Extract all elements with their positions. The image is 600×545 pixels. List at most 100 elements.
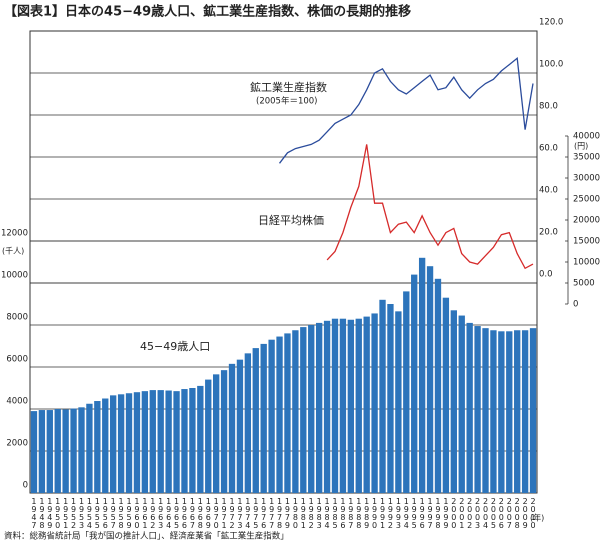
x-axis-unit: (年): [530, 513, 544, 523]
x-tick-label: 1960: [132, 497, 141, 529]
x-tick-label: 1959: [125, 497, 134, 529]
x-tick-label: 1988: [354, 497, 363, 529]
bar: [514, 330, 521, 493]
x-tick-label: 1989: [362, 497, 371, 529]
bar: [236, 359, 244, 493]
bar: [181, 389, 188, 493]
bar: [339, 318, 347, 493]
x-tick-label: 2010: [529, 497, 538, 529]
bar: [506, 331, 513, 493]
chart-title: 【図表1】日本の45−49歳人口、鉱工業生産指数、株価の長期的推移: [4, 4, 411, 20]
y2-tick-label: 40.0: [539, 186, 558, 196]
bar: [529, 328, 537, 493]
bar: [347, 319, 355, 493]
bar: [252, 348, 259, 493]
bar: [228, 363, 236, 493]
x-tick-label: 1994: [402, 497, 411, 529]
x-tick-label: 1974: [243, 497, 252, 529]
x-tick-label: 1990: [370, 497, 379, 529]
x-tick-label: 1962: [148, 497, 157, 529]
series-label: 日経平均株価: [258, 213, 324, 227]
y3-tick-label: 40000: [573, 132, 600, 142]
x-tick-label: 1968: [196, 497, 205, 529]
x-tick-label: 2001: [457, 497, 466, 529]
bar: [165, 390, 172, 493]
x-tick-label: 1970: [212, 497, 221, 529]
bar: [323, 320, 331, 493]
x-tick-label: 1956: [101, 497, 110, 529]
x-tick-label: 2003: [473, 497, 482, 529]
x-tick-label: 2002: [465, 497, 474, 529]
bar: [110, 395, 117, 493]
line-series: [326, 144, 534, 270]
y-tick-label: 4000: [6, 397, 28, 407]
bar: [38, 410, 46, 493]
bar: [30, 411, 38, 493]
bar: [125, 393, 133, 493]
x-tick-label: 1978: [275, 497, 284, 529]
x-tick-label: 2006: [497, 497, 506, 529]
x-tick-label: 1975: [251, 497, 260, 529]
bar: [387, 304, 394, 493]
bar: [189, 388, 196, 493]
x-tick-label: 1967: [188, 497, 197, 529]
bar: [450, 310, 457, 493]
x-tick-label: 1999: [441, 497, 450, 529]
bar: [220, 370, 228, 493]
y3-tick-label: 5000: [573, 279, 595, 289]
bar: [426, 266, 434, 493]
y3-axis-unit: (円): [574, 142, 588, 151]
bar: [331, 318, 339, 493]
series-unit: (2005年＝100): [256, 96, 318, 107]
bar: [173, 391, 180, 493]
x-tick-label: 1949: [45, 497, 54, 529]
x-tick-label: 1985: [330, 497, 339, 529]
x-tick-label: 1986: [338, 497, 347, 529]
bar: [78, 407, 85, 493]
y3-tick-label: 20000: [573, 216, 600, 226]
x-tick-label: 2009: [521, 497, 530, 529]
bar: [268, 339, 275, 493]
bar: [418, 257, 426, 493]
bar: [133, 392, 141, 493]
x-tick-label: 1991: [378, 497, 387, 529]
series-label: 45−49歳人口: [140, 340, 210, 353]
bar: [363, 316, 370, 493]
x-tick-label: 1981: [299, 497, 308, 529]
bar: [212, 374, 220, 493]
x-tick-label: 1987: [346, 497, 355, 529]
bar: [395, 311, 402, 493]
y2-tick-label: 0.0: [539, 270, 553, 280]
x-tick-label: 1950: [53, 497, 62, 529]
x-tick-label: 1965: [172, 497, 181, 529]
x-tick-label: 1982: [307, 497, 316, 529]
x-tick-label: 1957: [109, 497, 118, 529]
bar: [300, 327, 307, 493]
y3-tick-label: 0: [573, 300, 578, 310]
bar: [474, 326, 481, 493]
x-tick-label: 1993: [394, 497, 403, 529]
x-tick-label: 1995: [410, 497, 419, 529]
x-tick-label: 1976: [259, 497, 268, 529]
y2-tick-label: 60.0: [539, 144, 558, 154]
x-tick-label: 1947: [29, 497, 38, 529]
bar: [244, 353, 252, 493]
bar: [62, 409, 69, 493]
y3-tick-label: 30000: [573, 174, 600, 184]
bar: [70, 408, 77, 493]
y-tick-label: 8000: [6, 313, 28, 323]
x-tick-label: 1961: [140, 497, 149, 529]
y2-tick-label: 100.0: [539, 60, 563, 70]
bar: [355, 318, 362, 493]
x-tick-label: 1958: [117, 497, 126, 529]
x-tick-label: 2000: [449, 497, 458, 529]
x-tick-label: 1983: [315, 497, 324, 529]
y-tick-label: 0: [23, 481, 28, 491]
bar: [371, 313, 378, 493]
x-tick-label: 1996: [418, 497, 427, 529]
x-tick-label: 2005: [489, 497, 498, 529]
x-tick-label: 1954: [85, 497, 94, 529]
bar: [458, 315, 465, 493]
bar: [205, 379, 212, 493]
